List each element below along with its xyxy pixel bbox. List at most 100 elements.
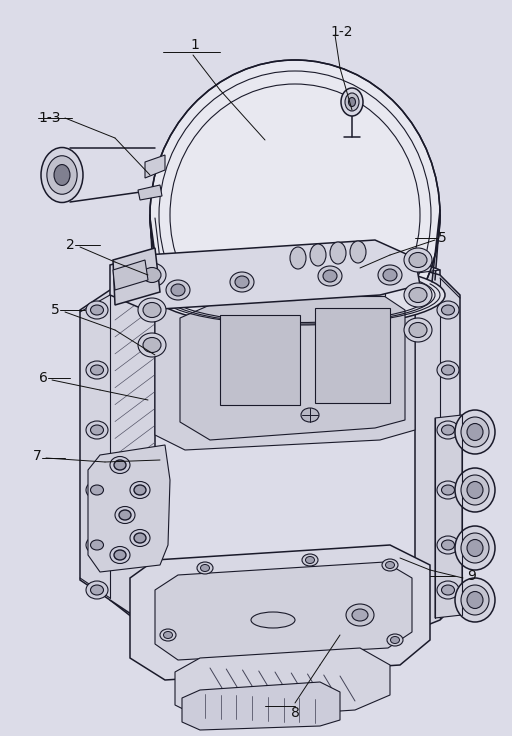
Ellipse shape <box>330 242 346 264</box>
Ellipse shape <box>41 147 83 202</box>
Ellipse shape <box>323 270 337 282</box>
Ellipse shape <box>409 288 427 302</box>
Ellipse shape <box>437 421 459 439</box>
Ellipse shape <box>163 631 173 639</box>
Ellipse shape <box>130 529 150 547</box>
Text: 1-2: 1-2 <box>330 25 352 39</box>
Bar <box>315 308 390 403</box>
Ellipse shape <box>230 272 254 292</box>
Ellipse shape <box>461 475 489 505</box>
Bar <box>220 315 300 405</box>
Ellipse shape <box>86 581 108 599</box>
Ellipse shape <box>143 338 161 353</box>
Ellipse shape <box>467 481 483 498</box>
Ellipse shape <box>235 276 249 288</box>
Ellipse shape <box>86 301 108 319</box>
Polygon shape <box>145 155 165 178</box>
Ellipse shape <box>306 556 314 564</box>
Ellipse shape <box>138 263 166 287</box>
Ellipse shape <box>382 559 398 571</box>
Ellipse shape <box>91 365 103 375</box>
Polygon shape <box>88 445 170 572</box>
Ellipse shape <box>155 263 445 328</box>
Polygon shape <box>130 545 430 680</box>
Text: 9: 9 <box>467 569 476 583</box>
Polygon shape <box>138 185 162 200</box>
Bar <box>305 258 385 296</box>
Bar <box>235 265 295 300</box>
Ellipse shape <box>455 526 495 570</box>
Ellipse shape <box>119 510 131 520</box>
Ellipse shape <box>404 248 432 272</box>
Polygon shape <box>110 240 420 310</box>
Ellipse shape <box>345 93 359 111</box>
Polygon shape <box>155 562 412 660</box>
Polygon shape <box>110 248 440 635</box>
Ellipse shape <box>467 592 483 609</box>
Ellipse shape <box>404 318 432 342</box>
Polygon shape <box>182 682 340 730</box>
Ellipse shape <box>115 506 135 523</box>
Ellipse shape <box>441 585 455 595</box>
Ellipse shape <box>47 156 77 194</box>
Ellipse shape <box>91 305 103 315</box>
Ellipse shape <box>86 536 108 554</box>
Ellipse shape <box>138 298 166 322</box>
Ellipse shape <box>86 481 108 499</box>
Text: 1-3: 1-3 <box>38 111 60 125</box>
Ellipse shape <box>352 609 368 621</box>
Ellipse shape <box>391 637 399 643</box>
Polygon shape <box>180 290 405 440</box>
Ellipse shape <box>437 301 459 319</box>
Ellipse shape <box>138 333 166 357</box>
Text: 5: 5 <box>438 231 447 245</box>
Ellipse shape <box>110 456 130 473</box>
Ellipse shape <box>134 485 146 495</box>
Ellipse shape <box>350 241 366 263</box>
Polygon shape <box>435 415 462 618</box>
Ellipse shape <box>160 629 176 641</box>
Polygon shape <box>415 268 460 630</box>
Ellipse shape <box>310 244 326 266</box>
Ellipse shape <box>166 280 190 300</box>
Ellipse shape <box>302 554 318 566</box>
Text: 5: 5 <box>51 303 60 317</box>
Ellipse shape <box>86 361 108 379</box>
Ellipse shape <box>441 540 455 550</box>
Ellipse shape <box>301 408 319 422</box>
Polygon shape <box>113 248 160 305</box>
Ellipse shape <box>201 565 209 571</box>
Ellipse shape <box>346 604 374 626</box>
Ellipse shape <box>91 540 103 550</box>
Ellipse shape <box>404 283 432 307</box>
Ellipse shape <box>197 562 213 574</box>
Ellipse shape <box>130 481 150 498</box>
Ellipse shape <box>455 410 495 454</box>
Ellipse shape <box>467 423 483 441</box>
Ellipse shape <box>143 302 161 317</box>
Ellipse shape <box>383 269 397 281</box>
Ellipse shape <box>441 485 455 495</box>
Ellipse shape <box>378 265 402 285</box>
Ellipse shape <box>461 585 489 615</box>
Ellipse shape <box>143 267 161 283</box>
Text: 8: 8 <box>291 706 300 720</box>
Ellipse shape <box>455 468 495 512</box>
Ellipse shape <box>437 581 459 599</box>
Text: 7: 7 <box>33 449 42 463</box>
Ellipse shape <box>91 585 103 595</box>
Ellipse shape <box>467 539 483 556</box>
Text: 1: 1 <box>190 38 200 52</box>
Ellipse shape <box>114 460 126 470</box>
Text: 2: 2 <box>66 238 75 252</box>
Ellipse shape <box>437 361 459 379</box>
Polygon shape <box>155 268 415 450</box>
Ellipse shape <box>409 322 427 338</box>
Ellipse shape <box>455 578 495 622</box>
Ellipse shape <box>341 88 363 116</box>
Ellipse shape <box>171 284 185 296</box>
Ellipse shape <box>441 365 455 375</box>
Ellipse shape <box>461 533 489 563</box>
Ellipse shape <box>134 533 146 543</box>
Ellipse shape <box>387 634 403 646</box>
